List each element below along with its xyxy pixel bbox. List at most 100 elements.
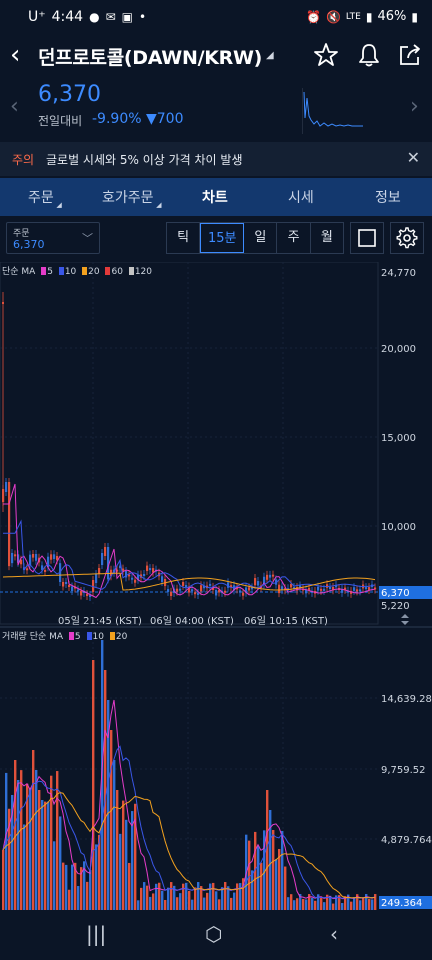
period-day[interactable]: 일 <box>244 223 278 253</box>
bell-icon[interactable] <box>355 41 383 69</box>
close-icon[interactable]: ✕ <box>406 148 420 167</box>
volume-bars <box>2 640 377 910</box>
dot-icon: • <box>138 10 147 24</box>
volume-bar <box>221 887 224 910</box>
volume-bar <box>278 848 281 910</box>
resize-handle-icon[interactable] <box>401 614 409 625</box>
volume-bar <box>305 899 308 910</box>
sparkline-chart[interactable] <box>302 88 364 134</box>
back-nav-icon[interactable]: ‹ <box>330 922 338 946</box>
volume-bar <box>284 866 287 910</box>
volume-bar <box>311 897 314 910</box>
share-icon[interactable] <box>396 41 424 69</box>
volume-bar <box>176 897 179 910</box>
current-volume-tag <box>379 896 432 909</box>
volume-bar <box>329 895 332 910</box>
candle-body <box>62 582 65 587</box>
tab-market[interactable]: 시세 <box>288 187 314 207</box>
recent-apps-icon[interactable]: ||| <box>86 922 107 946</box>
home-icon[interactable]: ⬡ <box>205 922 223 946</box>
chevron-down-icon[interactable]: ◢ <box>266 50 274 61</box>
volume-bar <box>92 660 95 910</box>
candle-body <box>215 589 218 596</box>
tab-label: 호가주문 <box>102 190 154 206</box>
back-icon[interactable]: ‹ <box>10 40 21 70</box>
candle-body <box>29 554 32 566</box>
star-icon[interactable] <box>312 41 340 69</box>
prev-day-label: 전일대비 <box>38 114 83 128</box>
candle-body <box>8 482 11 567</box>
prev-coin-icon[interactable]: ‹ <box>10 94 19 119</box>
candlestick-chart[interactable]: 24,770 20,000 15,000 10,000 6,370 5,220 … <box>0 262 432 912</box>
tab-quote-order[interactable]: 호가주문 ◢ <box>102 187 162 209</box>
candle-body <box>32 554 35 558</box>
current-price-tag <box>379 586 432 599</box>
volume-bar <box>59 816 62 910</box>
volume-bar <box>143 882 146 910</box>
volume-bar <box>182 883 185 910</box>
candle-body <box>149 568 152 571</box>
system-nav-bar: ||| ⬡ ‹ <box>0 912 432 960</box>
x-label-1: 06일 04:00 (KST) <box>150 615 234 627</box>
tab-chart[interactable]: 차트 <box>202 187 228 207</box>
period-tick[interactable]: 틱 <box>167 223 201 253</box>
period-15min[interactable]: 15분 <box>200 223 245 253</box>
order-box-label: 주문 <box>13 229 30 239</box>
candle-body <box>284 588 287 591</box>
order-price-select[interactable]: 주문 6,370 ﹀ <box>6 222 100 254</box>
volume-bar <box>290 894 293 910</box>
volume-bar <box>308 894 311 910</box>
period-week[interactable]: 주 <box>277 223 311 253</box>
period-month[interactable]: 월 <box>320 230 333 245</box>
volume-bar <box>212 882 215 910</box>
ma20-swatch <box>82 267 88 275</box>
next-coin-icon[interactable]: › <box>410 94 419 119</box>
candle-body <box>305 589 308 594</box>
volume-bar <box>86 881 89 910</box>
candle-body <box>359 589 362 592</box>
order-box-value: 6,370 <box>13 238 45 251</box>
volume-bar <box>47 801 50 910</box>
candle-body <box>161 576 164 582</box>
volume-bar <box>266 790 269 910</box>
candle-body <box>71 586 74 591</box>
tab-info[interactable]: 정보 <box>375 187 401 207</box>
volume-bar <box>263 830 266 910</box>
volume-bar <box>365 894 368 910</box>
settings-button[interactable] <box>390 222 424 254</box>
volume-bar <box>230 897 233 910</box>
candle-body <box>239 590 242 593</box>
candle-body <box>254 578 257 586</box>
volume-bar <box>209 883 212 910</box>
notification-icon: ▣ <box>121 10 133 24</box>
fullscreen-button[interactable] <box>350 222 384 254</box>
volume-bar <box>71 864 74 910</box>
price-frame <box>0 262 379 625</box>
candle-body <box>122 568 125 571</box>
candle-body <box>218 589 221 593</box>
candle-body <box>212 586 215 590</box>
ma10-swatch <box>58 267 64 275</box>
volume-bar <box>80 867 83 910</box>
candle-body <box>11 552 14 564</box>
mute-icon: 🔇 <box>325 9 341 24</box>
price-ma-lines <box>2 483 376 599</box>
page-title[interactable]: 던프로토콜(DAWN/KRW) <box>38 47 262 69</box>
legend-prefix: 단순 MA <box>2 267 36 277</box>
volume-bar <box>2 850 5 910</box>
candle-body <box>185 585 188 588</box>
volume-bar <box>353 897 356 910</box>
candle-body <box>200 585 203 592</box>
volume-bar <box>293 900 296 910</box>
candle-body <box>101 553 104 565</box>
candle-body <box>317 586 320 591</box>
volume-bar <box>134 803 137 910</box>
y-label-20000: 20,000 <box>381 344 416 355</box>
candle-body <box>263 576 266 585</box>
tab-order[interactable]: 주문 ◢ <box>28 187 62 209</box>
volume-bar <box>50 775 53 910</box>
volume-bar <box>161 890 164 910</box>
y-label-10000: 10,000 <box>381 522 416 533</box>
volume-bar <box>29 789 32 910</box>
volume-bar <box>185 882 188 910</box>
